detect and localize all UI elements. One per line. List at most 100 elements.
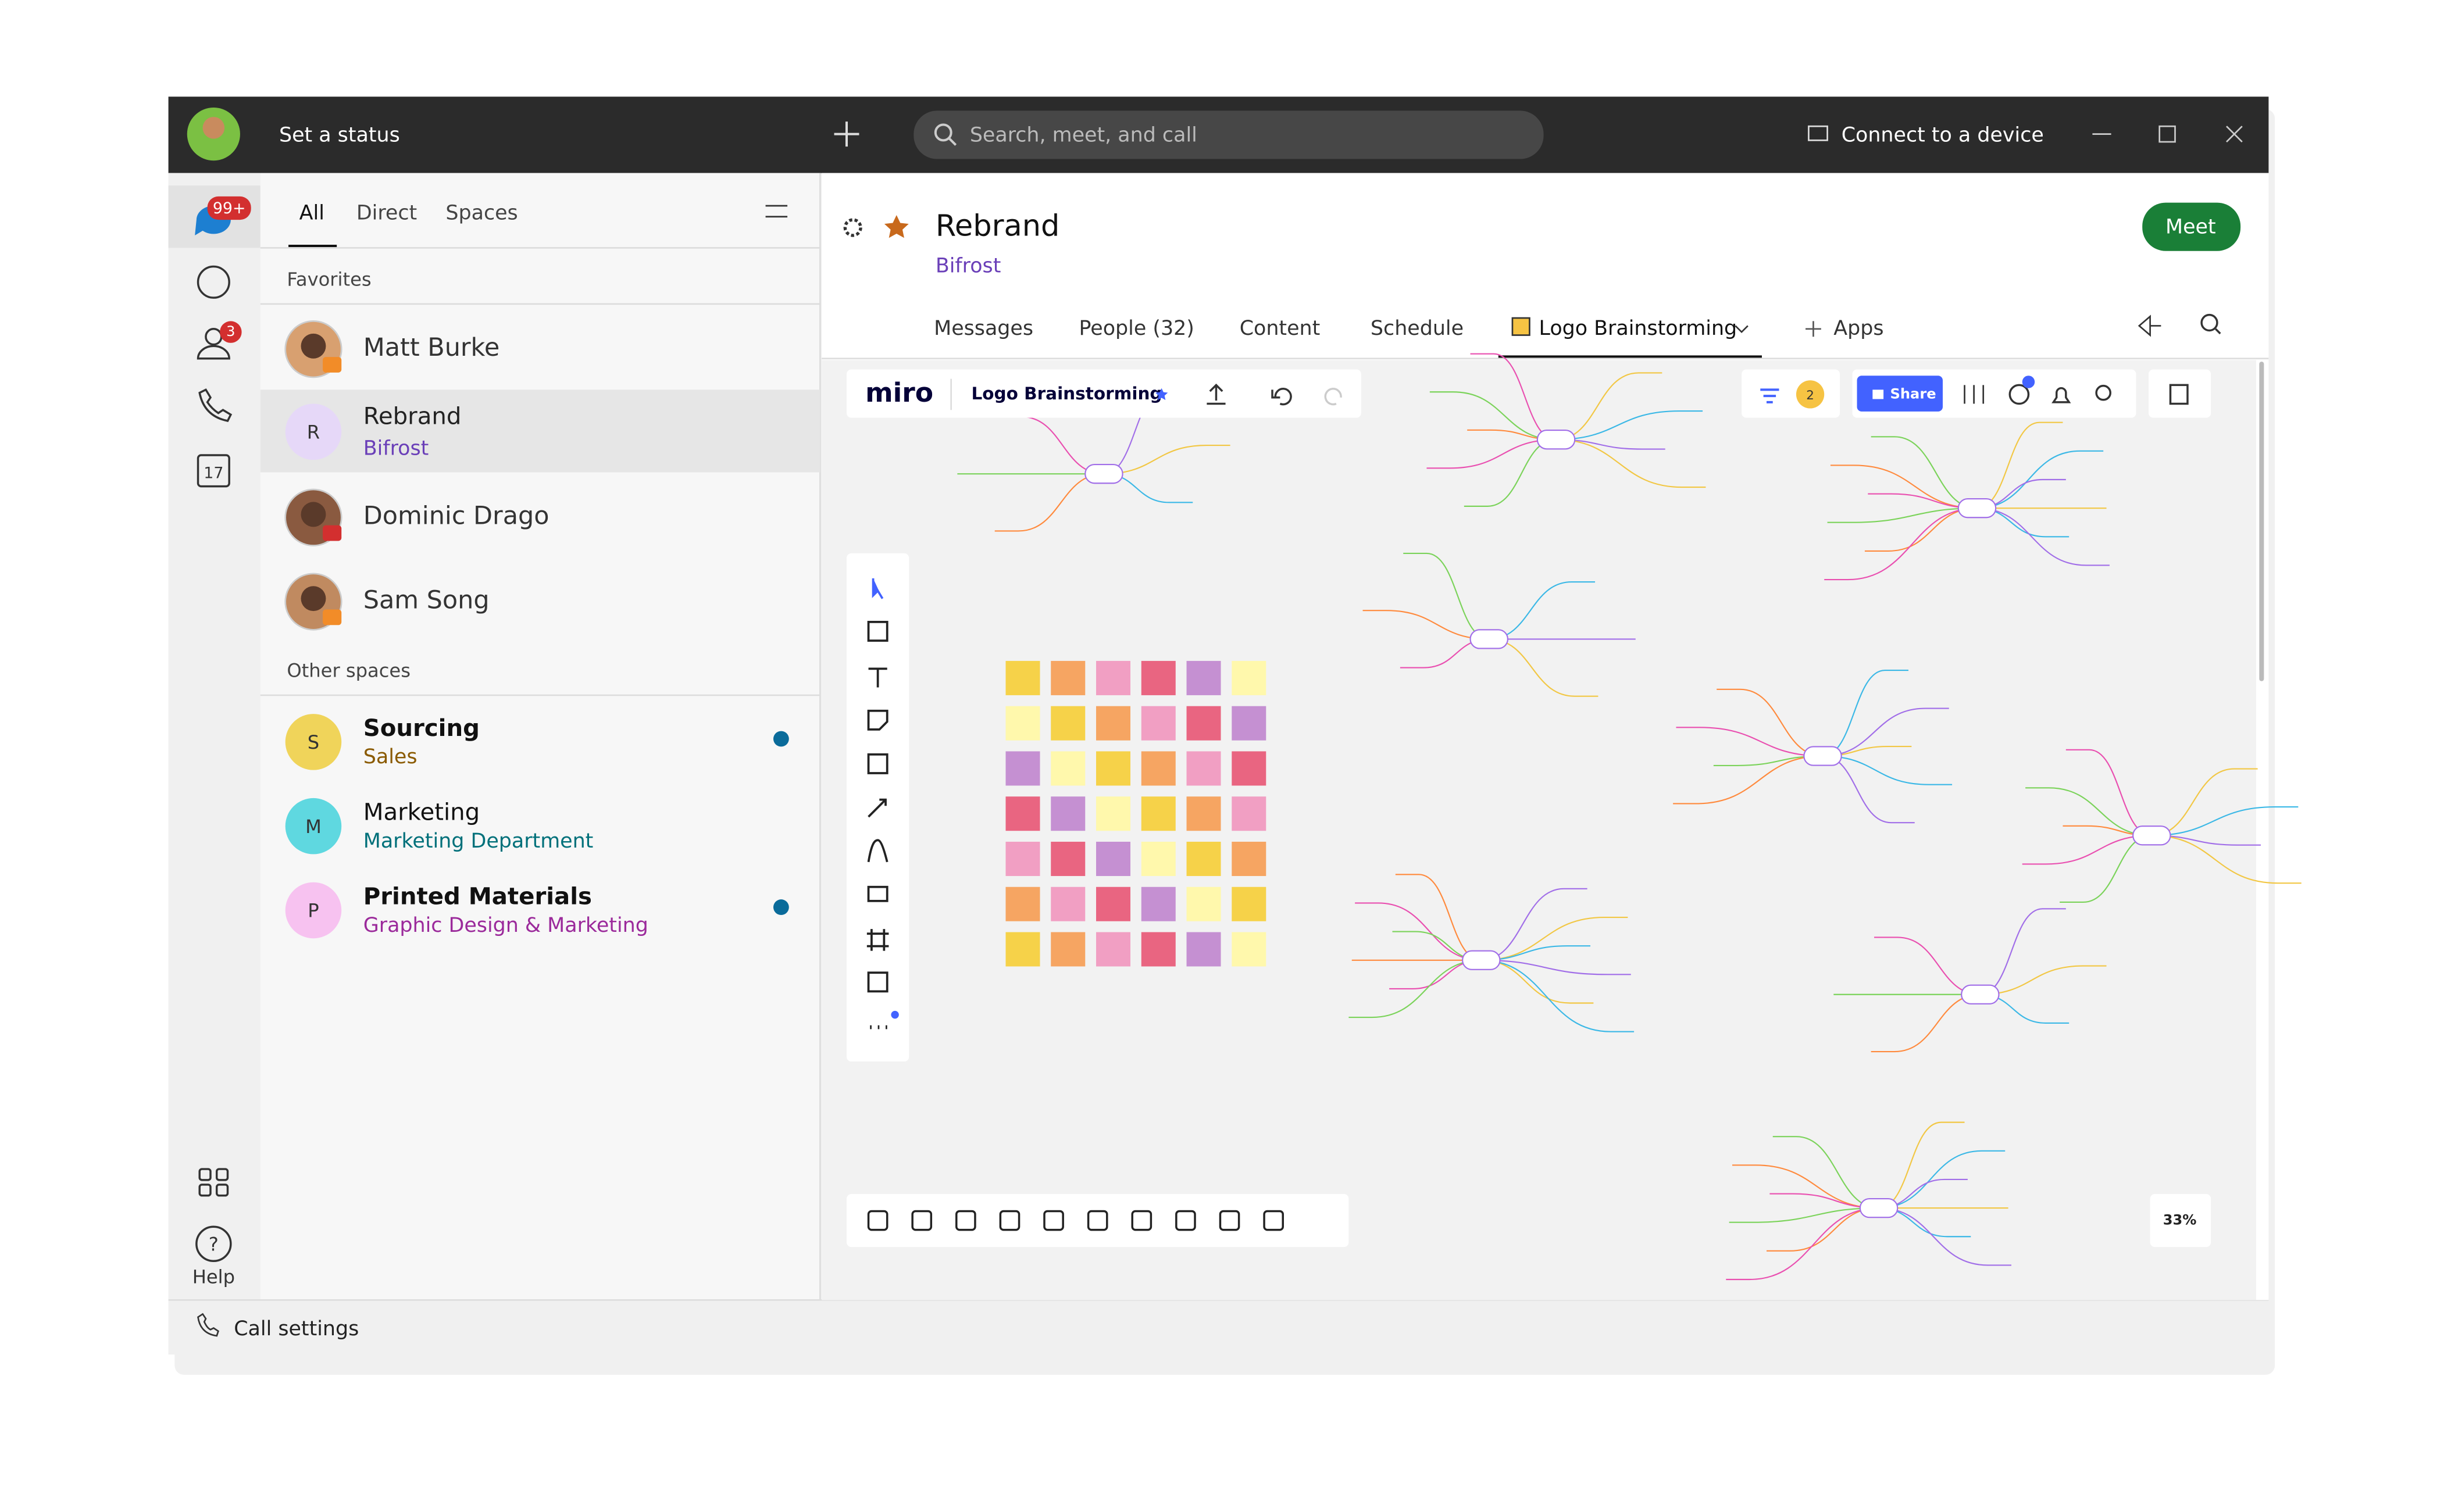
- space-name[interactable]: Marketing: [363, 799, 480, 826]
- bottom-tools[interactable]: [867, 1210, 1284, 1231]
- tab-underline: [288, 245, 337, 248]
- tool-icon: [1087, 1210, 1108, 1231]
- help-icon[interactable]: [2008, 384, 2030, 405]
- sticky-note: [1096, 751, 1131, 786]
- search-icon[interactable]: [2200, 313, 2218, 332]
- avatar[interactable]: [285, 882, 342, 939]
- help-icon[interactable]: [195, 1225, 232, 1263]
- board-name[interactable]: Logo Brainstorming: [972, 384, 1162, 403]
- tool-dot: [891, 1010, 899, 1019]
- mind-map-branch: [1824, 507, 1977, 581]
- calendar-icon[interactable]: [197, 454, 230, 488]
- help-label[interactable]: Help: [192, 1266, 235, 1288]
- avatar-initial: S: [308, 731, 319, 753]
- add-icon: [1806, 321, 1821, 337]
- tab[interactable]: Schedule: [1371, 317, 1464, 340]
- search-box[interactable]: [914, 110, 1544, 159]
- tab[interactable]: Spaces: [445, 201, 518, 224]
- unread-dot: [773, 731, 789, 747]
- settings-icon[interactable]: [843, 218, 862, 237]
- avatar-face: [301, 333, 326, 359]
- space-name[interactable]: Sourcing: [363, 715, 480, 742]
- board-star[interactable]: [1155, 388, 1168, 401]
- sticky-note: [1051, 660, 1086, 695]
- notes-icon[interactable]: [2169, 384, 2189, 405]
- space-subtitle[interactable]: Bifrost: [936, 255, 1001, 278]
- undo[interactable]: [1271, 388, 1292, 406]
- section-header: Favorites: [287, 269, 371, 291]
- calls-icon[interactable]: [198, 388, 233, 422]
- sticky-note: [1186, 887, 1221, 921]
- sticky-note: [1232, 796, 1266, 831]
- filter-icon[interactable]: [1760, 388, 1779, 403]
- sticky-note: [1141, 887, 1176, 921]
- favorite-star[interactable]: [884, 215, 909, 238]
- bottom-toolbar: [846, 1193, 1349, 1248]
- space-name[interactable]: Printed Materials: [363, 884, 592, 910]
- scrollbar[interactable]: [2259, 362, 2264, 681]
- sticky-note: [1141, 796, 1176, 831]
- zoom-level[interactable]: 33%: [2163, 1212, 2197, 1228]
- contact-name[interactable]: Matt Burke: [363, 333, 499, 362]
- tab[interactable]: Messages: [934, 317, 1033, 340]
- avatar-initial: M: [305, 816, 322, 838]
- tool-icon: [999, 1210, 1021, 1231]
- export-icon[interactable]: [1207, 383, 1226, 405]
- close[interactable]: [2226, 126, 2243, 142]
- user-count[interactable]: [1796, 380, 1825, 409]
- new-button[interactable]: [834, 121, 859, 147]
- status[interactable]: Set a status: [279, 123, 400, 146]
- sticky-note: [1051, 887, 1086, 921]
- tool-icon: [1263, 1210, 1284, 1231]
- mind-map-branch: [1481, 916, 1628, 961]
- teams-icon[interactable]: [197, 265, 230, 299]
- sticky-note: [1141, 841, 1176, 876]
- help-mark: ?: [209, 1233, 219, 1255]
- avatar-face: [301, 586, 326, 612]
- redo[interactable]: [1324, 388, 1342, 406]
- presence: [323, 525, 342, 541]
- avatar[interactable]: [285, 714, 342, 770]
- miro-card: [2148, 369, 2211, 418]
- sticky-note: [1096, 932, 1131, 967]
- settings-icon[interactable]: [1964, 385, 1985, 404]
- contact-name[interactable]: Rebrand: [363, 403, 462, 430]
- mind-map-branch: [1729, 1207, 1879, 1223]
- activity-icon[interactable]: [2138, 314, 2161, 337]
- connect-device[interactable]: Connect to a device: [1842, 123, 2044, 146]
- tools[interactable]: [866, 578, 889, 1030]
- search-icon[interactable]: [2095, 384, 2111, 401]
- tab[interactable]: People (32): [1079, 317, 1194, 340]
- meet-button[interactable]: [2142, 202, 2241, 251]
- list-pane: [260, 173, 820, 1300]
- apps-tab[interactable]: Apps: [1833, 317, 1883, 340]
- call-settings-icon: [197, 1313, 219, 1337]
- mind-map-branch: [1348, 959, 1482, 1018]
- calendar-day: 17: [204, 464, 223, 482]
- avatar[interactable]: [285, 798, 342, 855]
- tab[interactable]: All: [299, 201, 324, 224]
- mind-map-node: [1462, 950, 1501, 970]
- call-settings[interactable]: Call settings: [234, 1317, 359, 1341]
- sticky-note: [1005, 841, 1040, 876]
- search-placeholder: Search, meet, and call: [970, 123, 1197, 146]
- contact-name[interactable]: Dominic Drago: [363, 502, 550, 531]
- avatar[interactable]: [285, 403, 342, 460]
- share-button[interactable]: [1857, 376, 1943, 412]
- filter-icon[interactable]: [765, 205, 788, 218]
- sticky-note: [1232, 932, 1266, 967]
- sticky-note: [1005, 751, 1040, 786]
- tab[interactable]: Content: [1240, 317, 1321, 340]
- bell-icon[interactable]: [2051, 387, 2071, 403]
- apps-icon[interactable]: [198, 1168, 229, 1197]
- badge: [207, 196, 251, 220]
- chevron[interactable]: [1735, 325, 1749, 334]
- contact-name[interactable]: Sam Song: [363, 586, 490, 615]
- tool-icon: [955, 1210, 976, 1231]
- maximize[interactable]: [2158, 125, 2176, 143]
- tab[interactable]: Logo Brainstorming: [1539, 317, 1737, 340]
- tab[interactable]: Direct: [356, 201, 417, 224]
- tool-icon: [1219, 1210, 1240, 1231]
- mind-map-branch: [1481, 959, 1635, 1032]
- sticky-note: [1051, 796, 1086, 831]
